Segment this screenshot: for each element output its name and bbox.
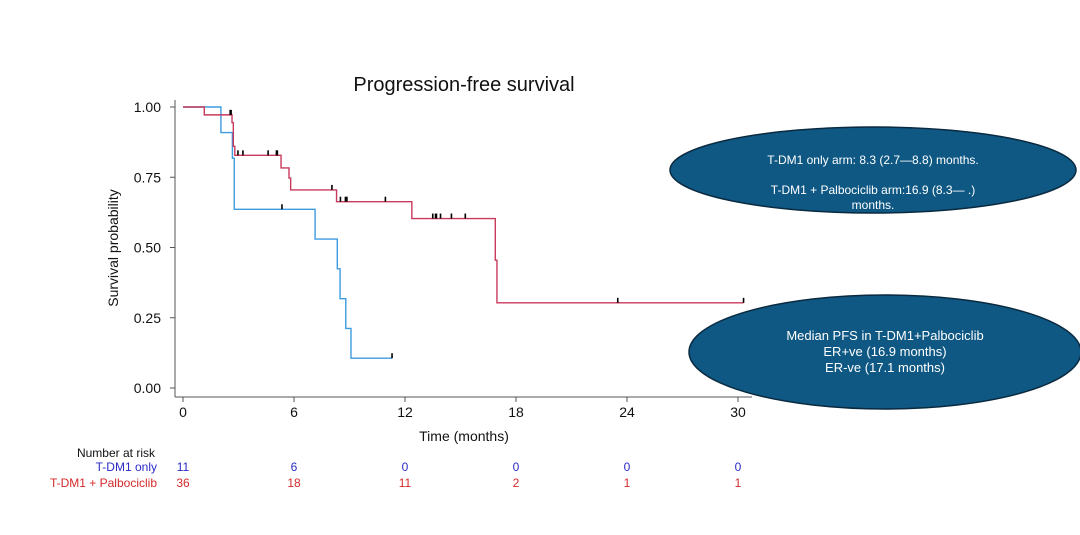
- x-tick-label: 6: [290, 404, 298, 420]
- annotation-text: T-DM1 only arm: 8.3 (2.7—8.8) months.: [767, 153, 978, 167]
- risk-count: 0: [402, 460, 409, 474]
- y-tick-label: 1.00: [134, 99, 161, 115]
- annotation-text: T-DM1 + Palbociclib arm:16.9 (8.3— .): [771, 183, 975, 197]
- chart-title: Progression-free survival: [353, 74, 574, 96]
- axes: 0.00 0.25 0.50 0.75 1.00 0 6 12 18 24 30: [134, 99, 752, 420]
- risk-count: 6: [291, 460, 298, 474]
- risk-count: 1: [624, 476, 631, 490]
- risk-count: 1: [735, 476, 742, 490]
- y-axis-label: Survival probability: [105, 189, 121, 307]
- x-axis-label: Time (months): [419, 428, 509, 444]
- risk-count: 36: [176, 476, 190, 490]
- x-tick-label: 30: [730, 404, 746, 420]
- annotation-text: ER+ve (16.9 months): [823, 344, 946, 359]
- y-tick-label: 0.00: [134, 380, 161, 396]
- risk-count: 11: [399, 476, 412, 490]
- risk-count: 18: [287, 476, 301, 490]
- annotation-text: ER-ve (17.1 months): [825, 360, 945, 375]
- risk-count: 0: [735, 460, 742, 474]
- risk-count: 0: [624, 460, 631, 474]
- y-tick-label: 0.50: [134, 240, 161, 256]
- risk-row-label: T-DM1 only: [96, 460, 157, 474]
- y-tick-label: 0.25: [134, 310, 161, 326]
- curves: [183, 106, 745, 359]
- annotation-ellipse: [669, 126, 1077, 214]
- risk-count: 0: [513, 460, 520, 474]
- annotation-ellipse: [688, 294, 1080, 410]
- annotation-text: months.: [852, 198, 895, 212]
- risk-row-label: T-DM1 + Palbociclib: [50, 476, 157, 490]
- km-curve-tdm1-only: [183, 106, 393, 359]
- x-tick-label: 18: [508, 404, 524, 420]
- km-curve-palbociclib: [183, 106, 744, 304]
- risk-table-title: Number at risk: [77, 446, 156, 460]
- x-tick-label: 0: [179, 404, 187, 420]
- x-tick-label: 12: [397, 404, 413, 420]
- risk-count: 11: [177, 460, 190, 474]
- annotation-text: Median PFS in T-DM1+Palbociclib: [786, 328, 983, 343]
- y-tick-label: 0.75: [134, 169, 161, 185]
- annotations: T-DM1 only arm: 8.3 (2.7—8.8) months. T-D…: [669, 126, 1080, 410]
- x-tick-label: 24: [619, 404, 635, 420]
- risk-count: 2: [513, 476, 520, 490]
